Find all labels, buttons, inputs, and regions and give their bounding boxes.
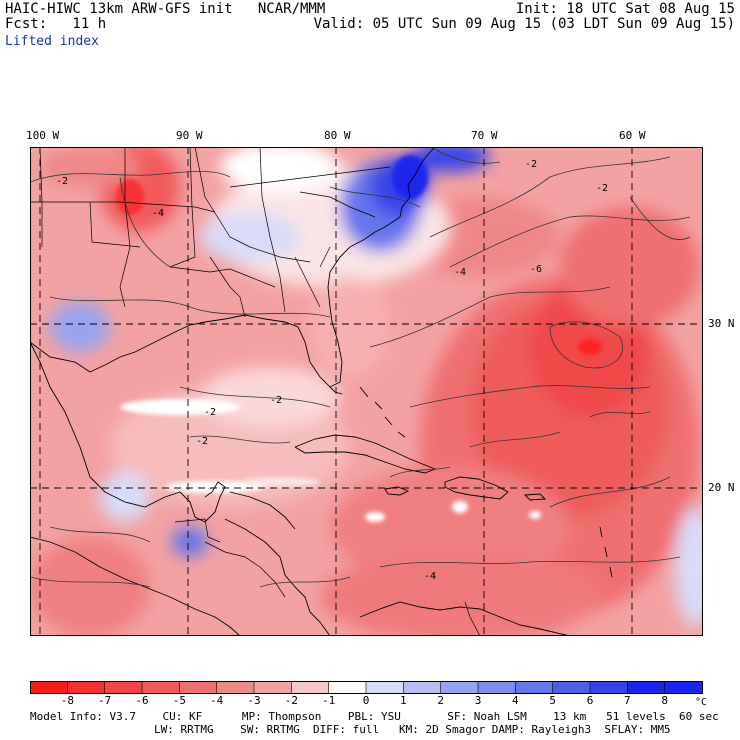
colorbar-tick-label: 6: [587, 694, 594, 707]
contour-label: -2: [204, 407, 216, 418]
colorbar-tick-label: 8: [661, 694, 668, 707]
contour-label: -2: [56, 176, 68, 187]
colorbar-swatch: [291, 681, 330, 693]
lon-label-60w: 60 W: [619, 129, 646, 142]
lifted-index-map: -2 -4 -6 -2 -2 -4 -2 -2 -4 -2: [30, 147, 703, 636]
contour-label: -6: [530, 264, 542, 275]
colorbar-tick-label: -6: [135, 694, 148, 707]
lon-label-90w: 90 W: [176, 129, 203, 142]
colorbar-swatch: [478, 681, 516, 693]
colorbar-tick-label: -5: [173, 694, 186, 707]
colorbar-swatch: [627, 681, 666, 693]
contour-label: -2: [596, 183, 608, 194]
field-shading: [30, 147, 703, 636]
model-title: HAIC-HIWC 13km ARW-GFS init NCAR/MMM: [5, 1, 326, 17]
colorbar-tick-label: -4: [210, 694, 224, 707]
contour-label: -2: [270, 395, 282, 406]
colorbar-swatch: [440, 681, 479, 693]
contour-label: -2: [196, 436, 208, 447]
contour-label-group: -2 -4 -6 -2 -2 -4 -2 -2 -4 -2: [56, 159, 608, 582]
colorbar-tick-label: 2: [437, 694, 444, 707]
colorbar-swatch: [104, 681, 143, 693]
colorbar-tick-label: -7: [98, 694, 111, 707]
political-borders: [30, 147, 481, 636]
colorbar-tick-label: -3: [247, 694, 260, 707]
model-info-line1: Model Info: V3.7 CU: KF MP: Thompson PBL…: [30, 710, 719, 723]
model-info-line2: LW: RRTMG SW: RRTMG DIFF: full KM: 2D Sm…: [154, 723, 671, 736]
coastlines: [30, 147, 613, 636]
colorbar-tick-label: 7: [624, 694, 631, 707]
colorbar-tick-label: 0: [363, 694, 370, 707]
colorbar-swatch: [664, 681, 703, 693]
colorbar-swatch: [30, 681, 68, 693]
colorbar-swatch: [515, 681, 554, 693]
init-time: Init: 18 UTC Sat 08 Aug 15: [515, 1, 735, 17]
contour-lines: [30, 147, 691, 588]
colorbar-unit: °C: [695, 697, 707, 708]
forecast-hour: Fcst: 11 h: [5, 16, 107, 32]
lat-label-20n: 20 N: [708, 481, 735, 494]
colorbar-tick-label: 1: [400, 694, 407, 707]
lat-label-30n: 30 N: [708, 317, 735, 330]
colorbar-swatch: [403, 681, 442, 693]
contour-label: -4: [424, 571, 436, 582]
colorbar-tick-label: -1: [322, 694, 335, 707]
colorbar-tick-label: 4: [512, 694, 519, 707]
contour-label: -4: [454, 267, 466, 278]
lon-label-80w: 80 W: [324, 129, 351, 142]
colorbar-tick-label: -2: [285, 694, 298, 707]
colorbar-swatch: [366, 681, 404, 693]
colorbar-swatch: [590, 681, 628, 693]
colorbar-tick-label: 5: [549, 694, 556, 707]
colorbar-swatch: [254, 681, 292, 693]
colorbar-swatch: [67, 681, 106, 693]
colorbar-swatch: [552, 681, 591, 693]
colorbar-tick-label: 3: [475, 694, 482, 707]
lon-label-70w: 70 W: [471, 129, 498, 142]
lon-label-100w: 100 W: [26, 129, 60, 142]
colorbar-swatch: [328, 681, 367, 693]
map-frame: [30, 147, 703, 636]
valid-time: Valid: 05 UTC Sun 09 Aug 15 (03 LDT Sun …: [313, 16, 735, 32]
contour-label: -4: [152, 208, 164, 219]
colorbar-swatch: [179, 681, 218, 693]
colorbar-frame: [30, 681, 703, 694]
colorbar-swatch: [142, 681, 180, 693]
colorbar-tick-labels: -8 -7 -6 -5 -4 -3 -2 -1 0 1 2 3 4 5 6 7 8: [61, 694, 668, 707]
colorbar-swatch: [216, 681, 255, 693]
colorbar-tick-label: -8: [61, 694, 74, 707]
contour-label: -2: [525, 159, 537, 170]
lat-lon-grid: [30, 147, 703, 636]
colorbar-swatches: [30, 681, 703, 693]
field-name: Lifted index: [5, 34, 99, 49]
field-detail: [116, 155, 602, 522]
